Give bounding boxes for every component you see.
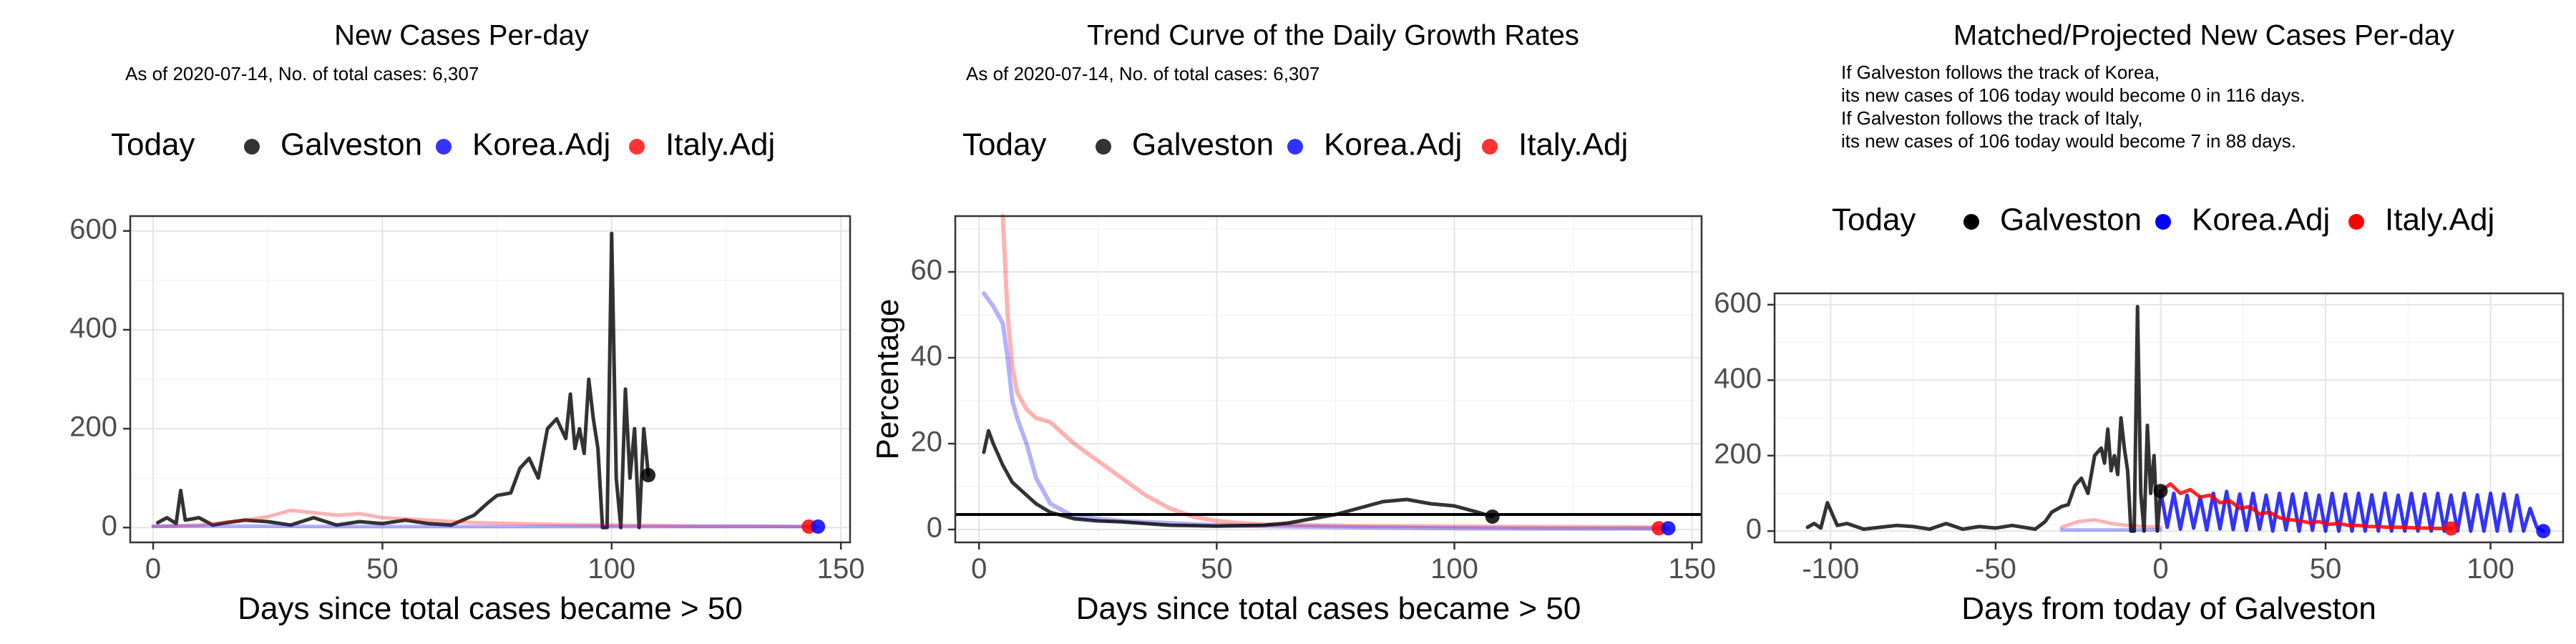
x-axis-title: Days since total cases became > 50 [238, 591, 743, 626]
x-tick-label: 50 [1201, 553, 1233, 585]
today-point-galveston [2153, 484, 2168, 499]
legend-label-galveston: Galveston [2000, 203, 2142, 238]
y-tick-label: 600 [1714, 287, 1762, 318]
chart-title: Matched/Projected New Cases Per-day [1953, 20, 2454, 52]
legend-key-italy [629, 139, 645, 155]
legend-label-korea: Korea.Adj [1324, 127, 1462, 162]
today-point-korea [2536, 524, 2551, 539]
legend-label-italy: Italy.Adj [1518, 127, 1628, 162]
chart-1: New Cases Per-day As of 2020-07-14, No. o… [69, 20, 864, 626]
y-tick-label: 40 [911, 341, 943, 372]
legend-label-korea: Korea.Adj [2192, 203, 2330, 238]
y-tick-label: 400 [69, 312, 117, 343]
panel-border [954, 215, 1703, 544]
x-tick-label: 50 [2310, 553, 2342, 585]
legend-label-italy: Italy.Adj [665, 127, 775, 162]
today-point-italy [2444, 521, 2459, 536]
y-tick-label: 0 [102, 510, 117, 542]
series-line-korea-adj-3 [2159, 489, 2545, 533]
legend-key-italy [2348, 214, 2364, 230]
legend-key-korea [1287, 139, 1303, 155]
x-tick-label: 0 [2152, 553, 2168, 585]
legend-label-korea: Korea.Adj [472, 127, 610, 162]
legend-key-korea [2155, 214, 2171, 230]
legend-key-galveston [244, 139, 260, 155]
x-tick-label: 50 [366, 553, 399, 585]
legend-key-galveston [1963, 214, 1979, 230]
series-line-galveston-0 [155, 231, 650, 530]
chart-subtitle: As of 2020-07-14, No. of total cases: 6,… [125, 63, 479, 84]
y-tick-label: 0 [927, 512, 942, 544]
chart-title: Trend Curve of the Daily Growth Rates [1087, 20, 1579, 52]
y-tick-label: 200 [69, 411, 117, 443]
today-point-korea [811, 519, 826, 534]
legend-key-korea [436, 139, 452, 155]
x-tick-label: 0 [971, 553, 987, 585]
series-lines [981, 214, 1671, 531]
y-tick-label: 600 [69, 213, 117, 245]
chart-subtitle: As of 2020-07-14, No. of total cases: 6,… [966, 63, 1319, 84]
today-point-korea [1661, 521, 1676, 536]
x-tick-label: 150 [817, 553, 865, 585]
legend-label-italy: Italy.Adj [2385, 203, 2494, 238]
legend-key-galveston [1096, 139, 1111, 155]
legend-title: Today [962, 127, 1046, 162]
y-tick-label: 400 [1714, 363, 1762, 394]
y-tick-label: 60 [911, 255, 943, 286]
series-lines [1805, 305, 2545, 533]
y-tick-label: 20 [911, 426, 943, 458]
x-axis-title: Days since total cases became > 50 [1076, 591, 1581, 626]
x-axis-title: Days from today of Galveston [1961, 591, 2376, 626]
x-tick-label: 100 [587, 553, 635, 585]
legend-label-galveston: Galveston [1132, 127, 1274, 162]
today-point-galveston [1485, 509, 1500, 524]
chart-subtitle-line: its new cases of 106 today would become … [1841, 84, 2305, 106]
series-line-galveston-2 [1805, 305, 2162, 533]
x-tick-label: 0 [145, 553, 161, 585]
series-line-korea-adj-2 [151, 524, 820, 529]
series-line-galveston-2 [982, 429, 1495, 528]
chart-subtitle-line: If Galveston follows the track of Korea, [1841, 62, 2160, 83]
x-tick-label: 150 [1668, 553, 1716, 585]
plot-grid [1775, 293, 2563, 542]
series-line-italy-adj-0 [1000, 214, 1662, 530]
x-tick-label: 100 [2467, 553, 2514, 585]
chart-2: Trend Curve of the Daily Growth Rates As … [870, 20, 1716, 626]
y-axis-title: Percentage [870, 298, 905, 459]
series-line-italy-adj-4 [2159, 482, 2453, 530]
x-tick-label: -50 [1975, 553, 2016, 585]
y-tick-label: 200 [1714, 438, 1762, 469]
y-tick-label: 0 [1746, 514, 1762, 545]
x-tick-label: -100 [1802, 553, 1859, 585]
legend-label-galveston: Galveston [280, 127, 422, 162]
panel-border [129, 215, 852, 544]
plot-grid [955, 216, 1702, 542]
chart-legend: Today Galveston Korea.Adj Italy.Adj [111, 127, 775, 162]
chart-subtitle-line: If Galveston follows the track of Italy, [1841, 107, 2142, 129]
today-point-galveston [641, 468, 656, 483]
series-line-korea-adj-1 [981, 291, 1671, 531]
legend-key-italy [1482, 139, 1498, 155]
legend-title: Today [111, 127, 195, 162]
legend-title: Today [1832, 203, 1916, 238]
chart-legend: Today Galveston Korea.Adj Italy.Adj [1832, 203, 2494, 238]
series-lines [151, 231, 820, 530]
chart-title: New Cases Per-day [334, 20, 589, 52]
chart-subtitle-line: its new cases of 106 today would become … [1841, 130, 2296, 152]
chart-3: Matched/Projected New Cases Per-day If Ga… [1714, 20, 2565, 626]
chart-legend: Today Galveston Korea.Adj Italy.Adj [962, 127, 1628, 162]
panel-border [1773, 292, 2565, 544]
series-line-italy-adj-1 [151, 508, 811, 529]
x-tick-label: 100 [1430, 553, 1478, 585]
plot-grid [130, 216, 850, 542]
